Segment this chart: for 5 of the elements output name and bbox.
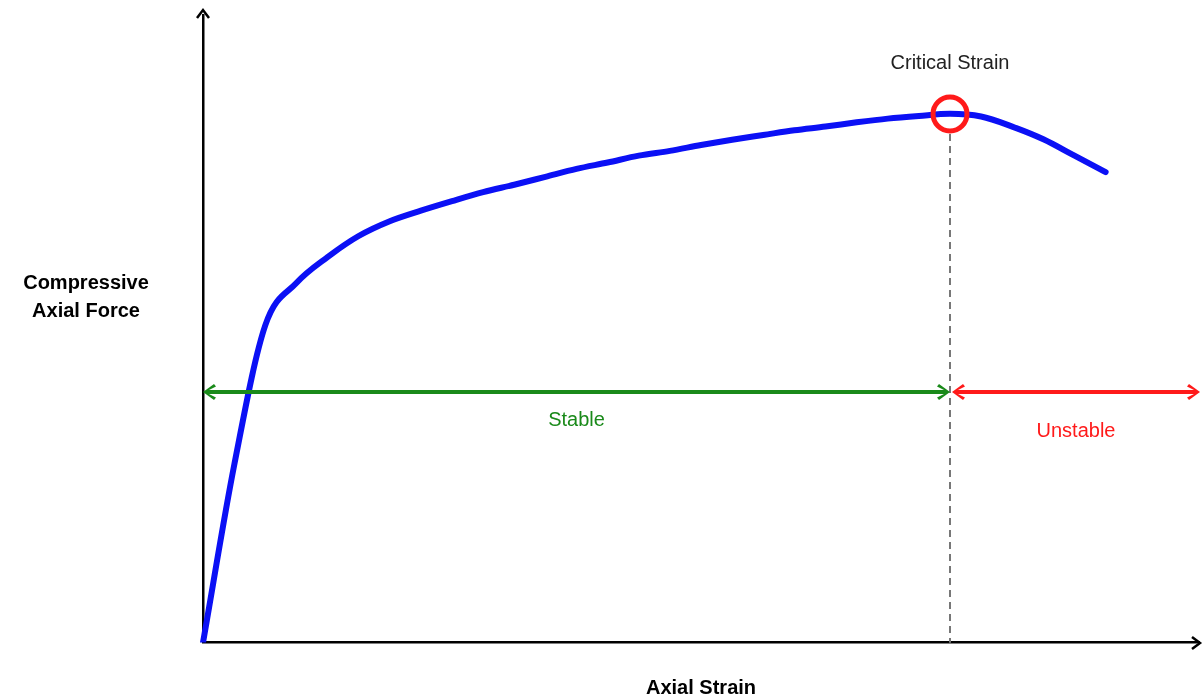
annotation: Stable [548,408,605,431]
x-axis-title: Axial Strain [645,675,757,698]
y-axis-title: Compressive Axial Force [23,270,149,321]
annotation: Unstable [1036,419,1116,442]
text: Critical Strain [890,51,1010,74]
